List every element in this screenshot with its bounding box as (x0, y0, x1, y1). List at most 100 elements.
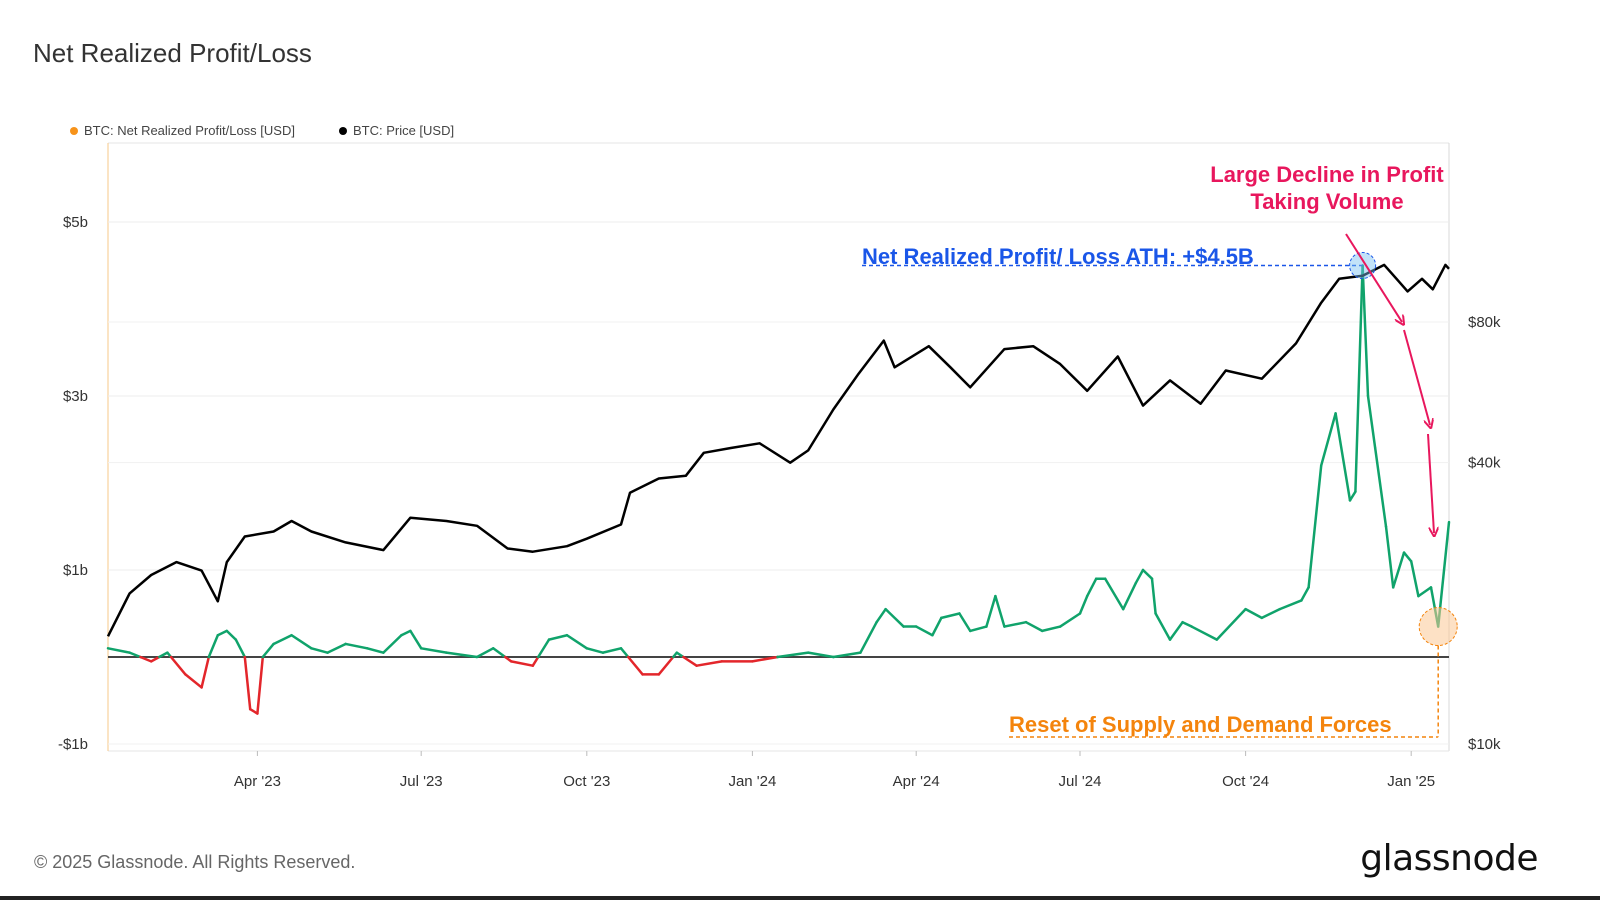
nrpl-segment-4-0 (184, 673, 203, 689)
price-line (106, 263, 1450, 637)
nrpl-segment-49-0 (940, 612, 961, 620)
nrpl-segment-2-0 (149, 655, 161, 663)
y-tick-right-2: $10k (1468, 736, 1501, 753)
nrpl-segment-74-0 (1300, 586, 1310, 602)
ath-annotation: Net Realized Profit/ Loss ATH: +$4.5B (862, 244, 1254, 269)
nrpl-segment-36-1 (682, 655, 698, 667)
nrpl-segment-33-0 (619, 647, 630, 659)
nrpl-segment-80-0 (1361, 264, 1370, 398)
nrpl-segment-24-0 (445, 651, 479, 659)
nrpl-segment-28-0 (531, 655, 540, 667)
nrpl-segment-11-0 (248, 707, 259, 715)
nrpl-segment-1-1 (139, 655, 153, 663)
nrpl-segment-22-0 (409, 629, 423, 650)
nrpl-segment-18-0 (344, 642, 369, 650)
nrpl-segment-67-0 (1168, 620, 1184, 641)
nrpl-segment-63-0 (1134, 568, 1145, 585)
nrpl-segment-43-0 (859, 620, 878, 654)
nrpl-segment-8-0 (225, 629, 238, 641)
nrpl-segment-0-0 (106, 647, 131, 654)
nrpl-segment-40-0 (776, 651, 810, 659)
x-tick-0: Apr '23 (234, 773, 281, 790)
nrpl-segment-73-0 (1278, 599, 1303, 611)
nrpl-segment-78-0 (1348, 490, 1357, 502)
x-tick-1: Jul '23 (400, 773, 443, 790)
nrpl-segment-86-0 (1409, 560, 1420, 598)
nrpl-segment-50-0 (958, 612, 972, 633)
nrpl-segment-48-0 (931, 616, 943, 637)
nrpl-segment-77-0 (1334, 412, 1352, 502)
glassnode-logo: glassnode (1360, 838, 1538, 879)
nrpl-segment-41-0 (806, 651, 835, 659)
nrpl-segment-76-0 (1319, 412, 1337, 467)
nrpl-segment-55-0 (1024, 620, 1044, 633)
nrpl-segment-53-0 (994, 594, 1006, 628)
nrpl-segment-56-0 (1040, 625, 1062, 633)
nrpl-segment-15-0 (290, 634, 313, 650)
nrpl-segment-17-0 (326, 642, 347, 654)
nrpl-segment-82-0 (1373, 446, 1388, 528)
nrpl-segment-21-0 (400, 629, 412, 637)
legend-label-price: BTC: Price [USD] (352, 123, 455, 138)
nrpl-segment-81-0 (1366, 394, 1377, 450)
nrpl-segment-29-0 (547, 634, 569, 641)
nrpl-segment-7-0 (216, 629, 229, 637)
nrpl-segment-9-0 (234, 638, 247, 659)
x-tick-6: Oct '24 (1222, 773, 1269, 790)
y-tick-left-3: -$1b (58, 736, 88, 753)
nrpl-segment-39-0 (751, 655, 779, 663)
nrpl-segment-65-0 (1150, 577, 1157, 615)
nrpl-segment-85-0 (1402, 551, 1413, 563)
nrpl-segment-20-0 (382, 634, 403, 654)
nrpl-segment-69-0 (1190, 625, 1219, 641)
nrpl-segment-25-0 (475, 647, 495, 659)
y-tick-right-0: $80k (1468, 314, 1501, 331)
nrpl-segment-27-0 (509, 660, 535, 667)
legend-item-price[interactable]: BTC: Price [USD] (338, 123, 455, 138)
nrpl-segment-57-0 (1058, 612, 1082, 628)
nrpl-segment-1-0 (128, 651, 142, 659)
nrpl-segment-68-0 (1181, 620, 1193, 628)
nrpl-segment-45-0 (884, 607, 905, 628)
nrpl-segment-66-0 (1154, 612, 1172, 641)
decline-annotation-line-1: Taking Volume (1250, 189, 1403, 214)
reset-annotation: Reset of Supply and Demand Forces (1009, 712, 1392, 737)
nrpl-segment-71-0 (1244, 607, 1264, 620)
y-tick-left-1: $3b (63, 388, 88, 405)
decline-arrow-1 (1403, 329, 1430, 425)
nrpl-segment-19-0 (365, 647, 385, 654)
nrpl-segment-51-0 (968, 625, 988, 633)
legend: BTC: Net Realized Profit/Loss [USD] BTC:… (70, 123, 454, 138)
y-tick-left-2: $1b (63, 562, 88, 579)
nrpl-segment-42-0 (832, 651, 862, 659)
legend-item-nrpl[interactable]: BTC: Net Realized Profit/Loss [USD] (70, 123, 295, 138)
reset-marker (1418, 607, 1458, 647)
y-tick-right-1: $40k (1468, 455, 1501, 472)
nrpl-segment-70-0 (1215, 607, 1247, 641)
nrpl-segment-79-0 (1354, 264, 1364, 493)
nrpl-segment-54-0 (1003, 620, 1028, 628)
legend-label-nrpl: BTC: Net Realized Profit/Loss [USD] (84, 123, 295, 138)
nrpl-segment-61-0 (1103, 577, 1125, 611)
bottom-divider (0, 896, 1600, 900)
x-tick-3: Jan '24 (728, 773, 776, 790)
nrpl-segment-75-0 (1307, 464, 1323, 589)
nrpl-segment-31-0 (585, 647, 605, 654)
nrpl-segment-52-0 (985, 594, 997, 628)
copyright-text: © 2025 Glassnode. All Rights Reserved. (34, 852, 356, 872)
nrpl-segment-72-0 (1260, 607, 1282, 620)
nrpl-segment-37-0 (695, 660, 724, 667)
x-tick-2: Oct '23 (563, 773, 610, 790)
nrpl-segment-13-0 (261, 642, 275, 659)
decline-annotation-line-0: Large Decline in Profit (1210, 162, 1444, 187)
nrpl-segment-23-0 (419, 647, 448, 654)
nrpl-segment-12-0 (256, 655, 265, 715)
nrpl-segment-3-1 (169, 655, 187, 676)
nrpl-segment-14-0 (272, 634, 293, 646)
nrpl-segment-5-0 (200, 655, 211, 689)
nrpl-segment-16-0 (310, 647, 329, 654)
nrpl-segment-47-0 (914, 625, 934, 637)
nrpl-segment-36-0 (675, 651, 685, 659)
nrpl-segment-26-0 (491, 647, 507, 659)
